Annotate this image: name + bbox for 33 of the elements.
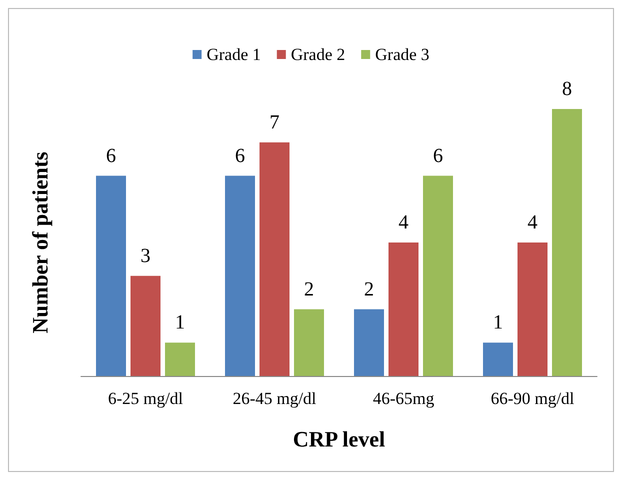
bar bbox=[552, 109, 582, 376]
data-label: 7 bbox=[270, 111, 280, 134]
data-label: 2 bbox=[364, 278, 374, 300]
bar bbox=[165, 342, 195, 376]
bar bbox=[260, 142, 290, 376]
x-tick-label: 46-65mg bbox=[372, 389, 435, 408]
y-axis-title: Number of patients bbox=[28, 151, 52, 334]
bar bbox=[423, 176, 453, 376]
legend-label: Grade 2 bbox=[290, 45, 346, 64]
legend-label: Grade 1 bbox=[206, 45, 261, 64]
bar bbox=[388, 242, 418, 376]
data-label: 6 bbox=[433, 144, 443, 167]
legend-label: Grade 3 bbox=[375, 45, 430, 64]
data-label: 8 bbox=[562, 78, 572, 100]
x-tick-label: 26-45 mg/dl bbox=[232, 389, 317, 408]
data-label: 6 bbox=[106, 144, 116, 167]
bar bbox=[518, 242, 548, 376]
data-label: 2 bbox=[304, 278, 314, 300]
x-tick-label: 66-90 mg/dl bbox=[490, 389, 575, 408]
data-label: 4 bbox=[528, 212, 538, 234]
bar bbox=[225, 176, 255, 376]
data-label: 1 bbox=[175, 312, 185, 334]
data-label: 6 bbox=[235, 144, 245, 167]
data-label: 1 bbox=[493, 312, 503, 334]
bar bbox=[130, 276, 160, 376]
data-label: 3 bbox=[140, 244, 150, 267]
bar bbox=[294, 309, 324, 376]
bar bbox=[483, 342, 513, 376]
bar bbox=[354, 309, 384, 376]
x-axis-title: CRP level bbox=[292, 426, 386, 452]
bar bbox=[96, 176, 126, 376]
data-label: 4 bbox=[398, 212, 408, 234]
x-tick-label: 6-25 mg/dl bbox=[108, 389, 184, 408]
